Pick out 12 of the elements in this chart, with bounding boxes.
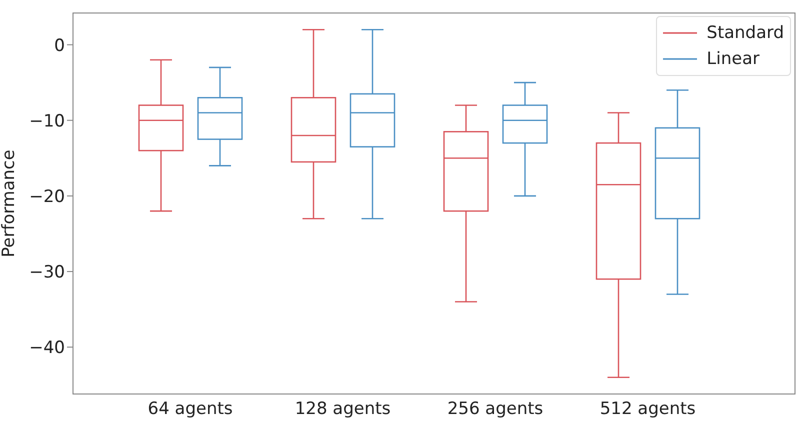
y-tick-label: −30	[29, 262, 65, 283]
x-tick-label: 128 agents	[294, 399, 391, 420]
x-tick-label: 256 agents	[447, 399, 544, 420]
y-tick-label: −10	[29, 111, 65, 132]
y-axis-title: Performance	[0, 150, 20, 258]
x-tick-label: 64 agents	[148, 399, 233, 420]
y-tick-label: 0	[54, 36, 65, 56]
x-tick-label: 512 agents	[600, 399, 696, 420]
y-tick-label: −40	[29, 338, 65, 358]
legend-label: Standard	[706, 23, 784, 43]
legend-label: Linear	[706, 49, 760, 69]
y-tick-label: −20	[29, 186, 65, 207]
